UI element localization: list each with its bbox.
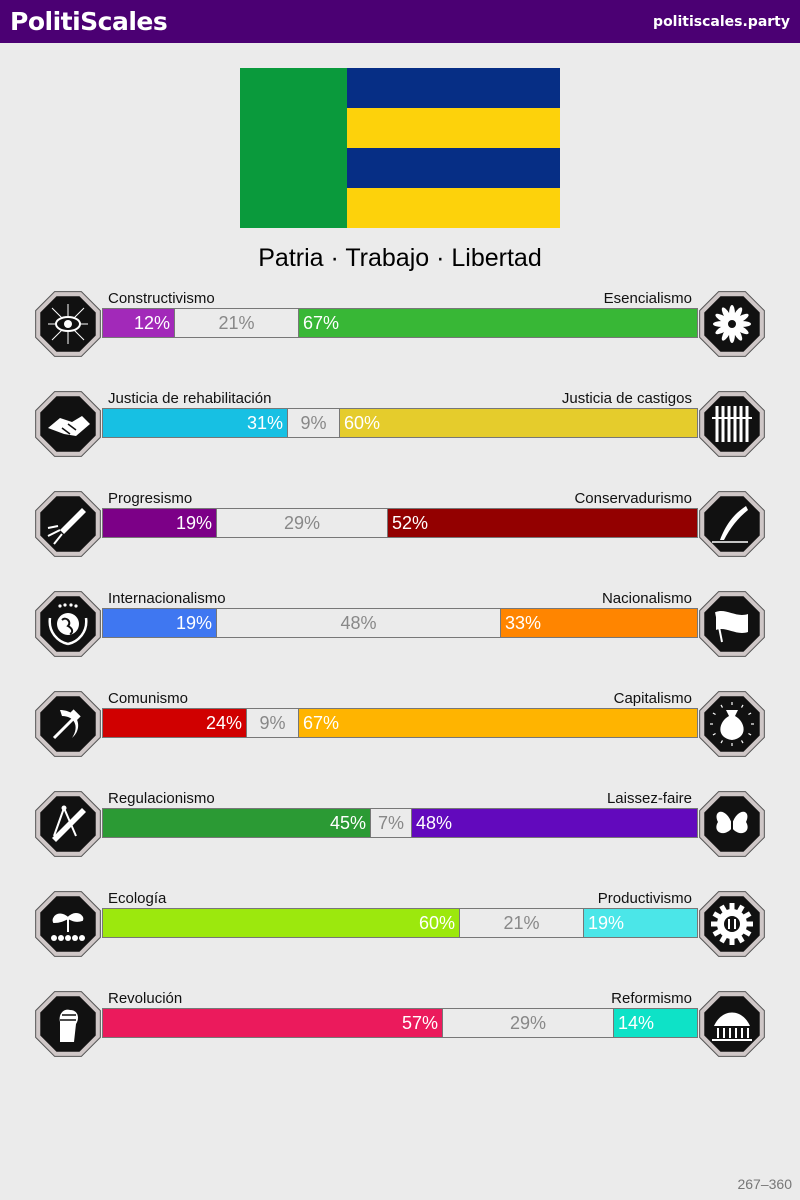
axis-bar: 12% 21% 67% bbox=[102, 308, 698, 338]
axis-right-segment: 52% bbox=[388, 509, 697, 537]
rocket-icon bbox=[32, 488, 104, 560]
flower-icon bbox=[696, 288, 768, 360]
flag-stripe bbox=[347, 68, 560, 108]
axis-bar: 19% 29% 52% bbox=[102, 508, 698, 538]
hammer-sickle-icon bbox=[32, 688, 104, 760]
axis-left-segment: 19% bbox=[103, 509, 216, 537]
axis-bar: 45% 7% 48% bbox=[102, 808, 698, 838]
flag-stripe bbox=[347, 188, 560, 228]
flag bbox=[240, 68, 560, 228]
flag-stripe bbox=[347, 108, 560, 148]
flag-icon bbox=[696, 588, 768, 660]
axis-right-label: Reformismo bbox=[611, 990, 692, 1007]
axis-row: Justicia de rehabilitación Justicia de ca… bbox=[0, 388, 800, 468]
axis-row: Regulacionismo Laissez-faire 45% 7% 48% bbox=[0, 788, 800, 868]
flag-hoist bbox=[240, 68, 347, 228]
axis-center-segment: 29% bbox=[442, 1009, 614, 1037]
axis-right-segment: 33% bbox=[501, 609, 697, 637]
raised-fist-icon bbox=[32, 988, 104, 1060]
axis-left-segment: 45% bbox=[103, 809, 370, 837]
axis-right-segment: 48% bbox=[412, 809, 697, 837]
ruler-compass-icon bbox=[32, 788, 104, 860]
axis-row: Comunismo Capitalismo 24% 9% 67% bbox=[0, 688, 800, 768]
axis-row: Ecología Productivismo 60% 21% 19% bbox=[0, 888, 800, 968]
axis-bar: 57% 29% 14% bbox=[102, 1008, 698, 1038]
axis-left-label: Internacionalismo bbox=[108, 590, 226, 607]
axis-row: Revolución Reformismo 57% 29% 14% bbox=[0, 988, 800, 1068]
axis-center-segment: 7% bbox=[370, 809, 412, 837]
gear-icon bbox=[696, 888, 768, 960]
axis-left-label: Justicia de rehabilitación bbox=[108, 390, 272, 407]
flag-stripe bbox=[347, 148, 560, 188]
axis-center-segment: 9% bbox=[246, 709, 299, 737]
axis-left-label: Comunismo bbox=[108, 690, 189, 707]
sprout-icon bbox=[32, 888, 104, 960]
top-header: PolitiScales politiscales.party bbox=[0, 0, 800, 43]
axis-bar: 60% 21% 19% bbox=[102, 908, 698, 938]
axis-row: Internacionalismo Nacionalismo 19% 48% 33% bbox=[0, 588, 800, 668]
axis-right-label: Capitalismo bbox=[613, 690, 692, 707]
axis-right-segment: 67% bbox=[299, 309, 697, 337]
axis-left-label: Constructivismo bbox=[108, 290, 215, 307]
axis-left-label: Ecología bbox=[108, 890, 167, 907]
axis-bar: 31% 9% 60% bbox=[102, 408, 698, 438]
axis-row: Progresismo Conservadurismo 19% 29% 52% bbox=[0, 488, 800, 568]
site-url[interactable]: politiscales.party bbox=[653, 13, 790, 30]
axis-left-segment: 60% bbox=[103, 909, 459, 937]
axis-right-label: Conservadurismo bbox=[574, 490, 692, 507]
eye-mesh-icon bbox=[32, 288, 104, 360]
motto: Patria · Trabajo · Libertad bbox=[258, 244, 542, 272]
handshake-icon bbox=[32, 388, 104, 460]
axis-right-segment: 19% bbox=[584, 909, 697, 937]
axis-right-label: Esencialismo bbox=[603, 290, 692, 307]
axis-right-label: Justicia de castigos bbox=[561, 390, 692, 407]
axis-left-label: Regulacionismo bbox=[108, 790, 215, 807]
axis-right-segment: 14% bbox=[614, 1009, 697, 1037]
prison-bars-icon bbox=[696, 388, 768, 460]
axis-bar: 24% 9% 67% bbox=[102, 708, 698, 738]
axis-left-segment: 24% bbox=[103, 709, 246, 737]
parliament-icon bbox=[696, 988, 768, 1060]
axis-right-segment: 67% bbox=[299, 709, 697, 737]
axis-bar: 19% 48% 33% bbox=[102, 608, 698, 638]
axis-left-label: Revolución bbox=[108, 990, 183, 1007]
axis-right-segment: 60% bbox=[340, 409, 697, 437]
axis-center-segment: 21% bbox=[459, 909, 584, 937]
axis-center-segment: 29% bbox=[216, 509, 388, 537]
globe-wreath-icon bbox=[32, 588, 104, 660]
app-title[interactable]: PolitiScales bbox=[10, 7, 168, 36]
quill-pen-icon bbox=[696, 488, 768, 560]
footer-note: 267–360 bbox=[737, 1176, 792, 1192]
axis-center-segment: 21% bbox=[174, 309, 299, 337]
axis-left-label: Progresismo bbox=[108, 490, 193, 507]
axis-right-label: Nacionalismo bbox=[601, 590, 692, 607]
axis-right-label: Productivismo bbox=[597, 890, 692, 907]
axis-left-segment: 31% bbox=[103, 409, 287, 437]
money-bag-icon bbox=[696, 688, 768, 760]
axis-center-segment: 9% bbox=[287, 409, 340, 437]
axis-right-label: Laissez-faire bbox=[606, 790, 692, 807]
butterfly-icon bbox=[696, 788, 768, 860]
axis-left-segment: 57% bbox=[103, 1009, 442, 1037]
axis-left-segment: 19% bbox=[103, 609, 216, 637]
axis-left-segment: 12% bbox=[103, 309, 174, 337]
axis-center-segment: 48% bbox=[216, 609, 501, 637]
axis-row: Constructivismo Esencialismo 12% 21% 67% bbox=[0, 288, 800, 368]
